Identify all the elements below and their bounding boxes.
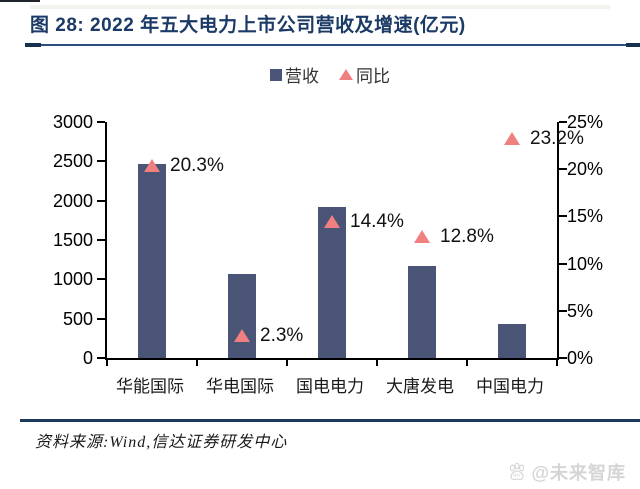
title-underline (25, 44, 640, 46)
growth-triangle-icon (504, 132, 520, 145)
legend-label-revenue: 营收 (285, 67, 319, 86)
legend-label-growth: 同比 (356, 67, 390, 86)
figure-title: 图 28: 2022 年五大电力上市公司营收及增速(亿元) (30, 15, 466, 36)
x-axis-labels: 华能国际 华电国际 国电电力 大唐发电 中国电力 (105, 372, 555, 396)
y-axis-tick-label: 10% (567, 253, 604, 274)
category-label: 华电国际 (206, 377, 274, 396)
growth-triangle-icon (324, 215, 340, 229)
svg-text:du: du (514, 473, 521, 478)
triangle-swatch-icon (339, 69, 353, 80)
growth-triangle-icon (414, 230, 430, 244)
axis-tick (97, 239, 105, 241)
bar (138, 163, 166, 358)
bar (498, 323, 526, 358)
axis-tick (97, 317, 105, 320)
paw-logo-icon: du (510, 462, 525, 481)
y-axis-tick-label: 1500 (52, 230, 93, 250)
y-axis-right-labels: 0% 5% 10% 15% 20% 25% (567, 112, 637, 368)
growth-value-label: 12.8% (440, 226, 494, 248)
y-axis-tick-label: 5% (567, 300, 594, 321)
y-axis-tick-label: 2500 (52, 151, 93, 172)
growth-triangle-icon (144, 159, 160, 173)
axis-tick (97, 160, 105, 163)
axis-tick (559, 168, 567, 171)
axis-tick (559, 121, 567, 123)
axis-tick (556, 360, 558, 366)
y-axis-tick-label: 15% (567, 206, 604, 227)
chart-legend: 营收 同比 (105, 62, 555, 87)
title-underline-left-dash (25, 43, 41, 47)
legend-item-growth: 同比 (339, 62, 390, 87)
y-axis-tick-label: 25% (567, 112, 604, 132)
axis-tick (97, 278, 105, 281)
growth-value-label: 23.2% (530, 128, 584, 149)
axis-tick (106, 360, 108, 366)
category-label: 华能国际 (116, 377, 184, 396)
bar-swatch-icon (270, 68, 282, 81)
y-axis-tick-label: 3000 (52, 112, 93, 132)
axis-tick (97, 199, 105, 202)
axis-tick (559, 262, 567, 265)
y-axis-tick-label: 0% (567, 348, 594, 368)
y-axis-tick-label: 500 (62, 308, 93, 329)
bar (408, 266, 436, 358)
scan-edge-artifact (0, 0, 40, 2)
watermark: du @未来智库 (506, 459, 626, 485)
axis-tick (97, 357, 105, 359)
source-note: 资料来源:Wind,信达证券研发中心 (35, 434, 288, 451)
category-label: 国电电力 (296, 377, 364, 396)
scan-faint-artifact (30, 5, 610, 9)
category-label: 大唐发电 (386, 377, 454, 396)
plot-area: 20.3% 2.3% 14.4% 12.8% 23.2% (97, 121, 584, 366)
y-axis-tick-label: 1000 (52, 269, 93, 290)
axis-tick (196, 360, 198, 366)
footer-rule (20, 419, 640, 422)
axis-tick (559, 309, 567, 312)
axis-tick (97, 121, 105, 123)
y-axis-tick-label: 2000 (52, 190, 93, 211)
category-label: 中国电力 (476, 377, 544, 396)
growth-triangle-icon (234, 329, 250, 343)
y-axis-tick-label: 0 (82, 348, 93, 368)
legend-item-revenue: 营收 (270, 62, 319, 87)
growth-value-label: 20.3% (170, 155, 224, 177)
axis-tick (286, 360, 288, 366)
axis-tick (376, 360, 378, 366)
bar (228, 273, 256, 358)
title-underline-right-dash (626, 43, 640, 47)
growth-value-label: 2.3% (260, 325, 304, 347)
axis-tick (559, 357, 567, 359)
y-axis-tick-label: 20% (567, 159, 604, 180)
bar (318, 206, 346, 358)
axis-tick (466, 360, 468, 366)
y-axis-left-labels: 0 500 1000 1500 2000 2500 3000 (0, 112, 93, 368)
axis-tick (559, 215, 567, 218)
growth-value-label: 14.4% (350, 211, 404, 233)
watermark-text: @未来智库 (531, 463, 626, 483)
